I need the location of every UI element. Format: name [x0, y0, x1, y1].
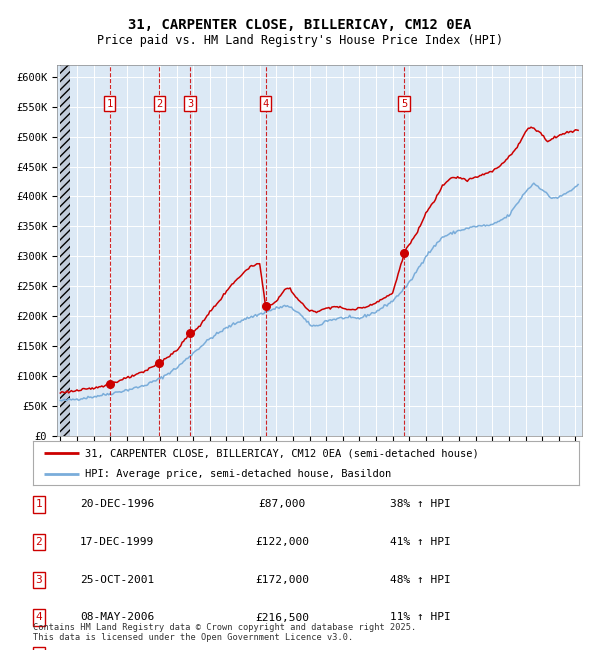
Bar: [61, 65, 70, 436]
Text: £87,000: £87,000: [259, 499, 305, 510]
Text: 3: 3: [35, 575, 43, 585]
Text: HPI: Average price, semi-detached house, Basildon: HPI: Average price, semi-detached house,…: [85, 469, 391, 479]
Text: 3: 3: [187, 99, 193, 109]
Text: Price paid vs. HM Land Registry's House Price Index (HPI): Price paid vs. HM Land Registry's House …: [97, 34, 503, 47]
Text: 08-MAY-2006: 08-MAY-2006: [80, 612, 154, 623]
Text: 2: 2: [35, 537, 43, 547]
Text: 4: 4: [262, 99, 269, 109]
Text: 1: 1: [35, 499, 43, 510]
Text: 31, CARPENTER CLOSE, BILLERICAY, CM12 0EA: 31, CARPENTER CLOSE, BILLERICAY, CM12 0E…: [128, 18, 472, 32]
Text: 25-OCT-2001: 25-OCT-2001: [80, 575, 154, 585]
Text: 1: 1: [107, 99, 113, 109]
Text: Contains HM Land Registry data © Crown copyright and database right 2025.
This d: Contains HM Land Registry data © Crown c…: [33, 623, 416, 642]
Text: £172,000: £172,000: [255, 575, 309, 585]
Text: 48% ↑ HPI: 48% ↑ HPI: [389, 575, 451, 585]
Text: £122,000: £122,000: [255, 537, 309, 547]
Text: 17-DEC-1999: 17-DEC-1999: [80, 537, 154, 547]
Text: £216,500: £216,500: [255, 612, 309, 623]
Text: 41% ↑ HPI: 41% ↑ HPI: [389, 537, 451, 547]
Text: 38% ↑ HPI: 38% ↑ HPI: [389, 499, 451, 510]
Text: 4: 4: [35, 612, 43, 623]
Text: 5: 5: [401, 99, 407, 109]
Text: 20-DEC-1996: 20-DEC-1996: [80, 499, 154, 510]
Text: 2: 2: [156, 99, 163, 109]
Text: 11% ↑ HPI: 11% ↑ HPI: [389, 612, 451, 623]
Text: 31, CARPENTER CLOSE, BILLERICAY, CM12 0EA (semi-detached house): 31, CARPENTER CLOSE, BILLERICAY, CM12 0E…: [85, 448, 479, 458]
